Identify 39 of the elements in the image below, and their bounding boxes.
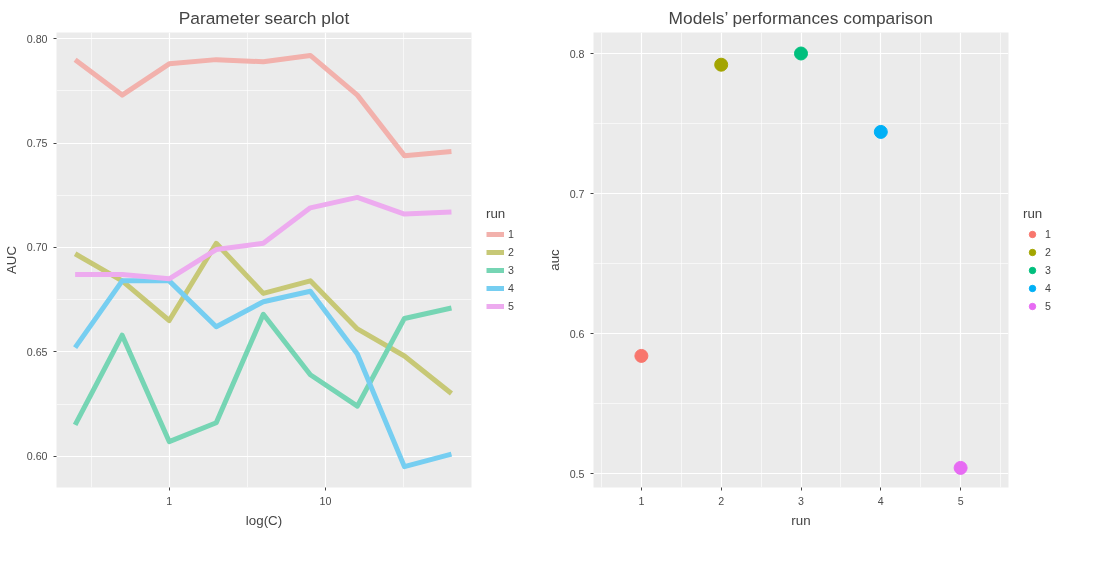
- x-tick-label: 2: [718, 494, 725, 507]
- legend-title: run: [1023, 205, 1044, 221]
- point: [794, 46, 808, 61]
- point: [714, 57, 729, 72]
- legend-label: 2: [1045, 245, 1052, 258]
- x-tick-label: 10: [319, 494, 332, 507]
- legend-label: 4: [508, 281, 515, 294]
- legend-label: 2: [508, 245, 515, 258]
- chart-title: Models’ performances comparison: [668, 7, 933, 28]
- legend-label: 1: [508, 227, 515, 240]
- y-tick-label: 0.70: [26, 241, 48, 254]
- x-tick-label: 3: [798, 494, 805, 507]
- y-axis-title: auc: [546, 248, 562, 271]
- y-tick-label: 0.7: [569, 187, 585, 200]
- x-tick-label: 1: [638, 494, 645, 507]
- x-axis-title: log(C): [245, 512, 283, 528]
- legend-label: 5: [1045, 299, 1052, 312]
- legend-title: run: [486, 205, 507, 221]
- y-axis-title: AUC: [3, 245, 19, 275]
- x-axis-title: run: [791, 512, 811, 528]
- chart-title: Parameter search plot: [178, 7, 350, 28]
- y-tick-label: 0.6: [569, 327, 585, 340]
- y-tick-label: 0.60: [26, 450, 48, 463]
- legend-label: 3: [508, 263, 515, 276]
- y-tick-label: 0.8: [569, 47, 585, 60]
- legend-label: 1: [1045, 227, 1052, 240]
- y-tick-label: 0.80: [26, 32, 48, 45]
- point: [873, 124, 888, 139]
- point: [953, 460, 968, 475]
- y-tick-label: 0.75: [26, 137, 48, 150]
- y-tick-label: 0.5: [569, 467, 585, 480]
- legend-label: 3: [1045, 263, 1052, 276]
- legend-label: 4: [1045, 281, 1052, 294]
- x-tick-label: 5: [957, 494, 964, 507]
- point: [634, 348, 649, 363]
- legend-label: 5: [508, 299, 515, 312]
- x-tick-label: 1: [166, 494, 173, 507]
- x-tick-label: 4: [877, 494, 884, 507]
- y-tick-label: 0.65: [26, 345, 48, 358]
